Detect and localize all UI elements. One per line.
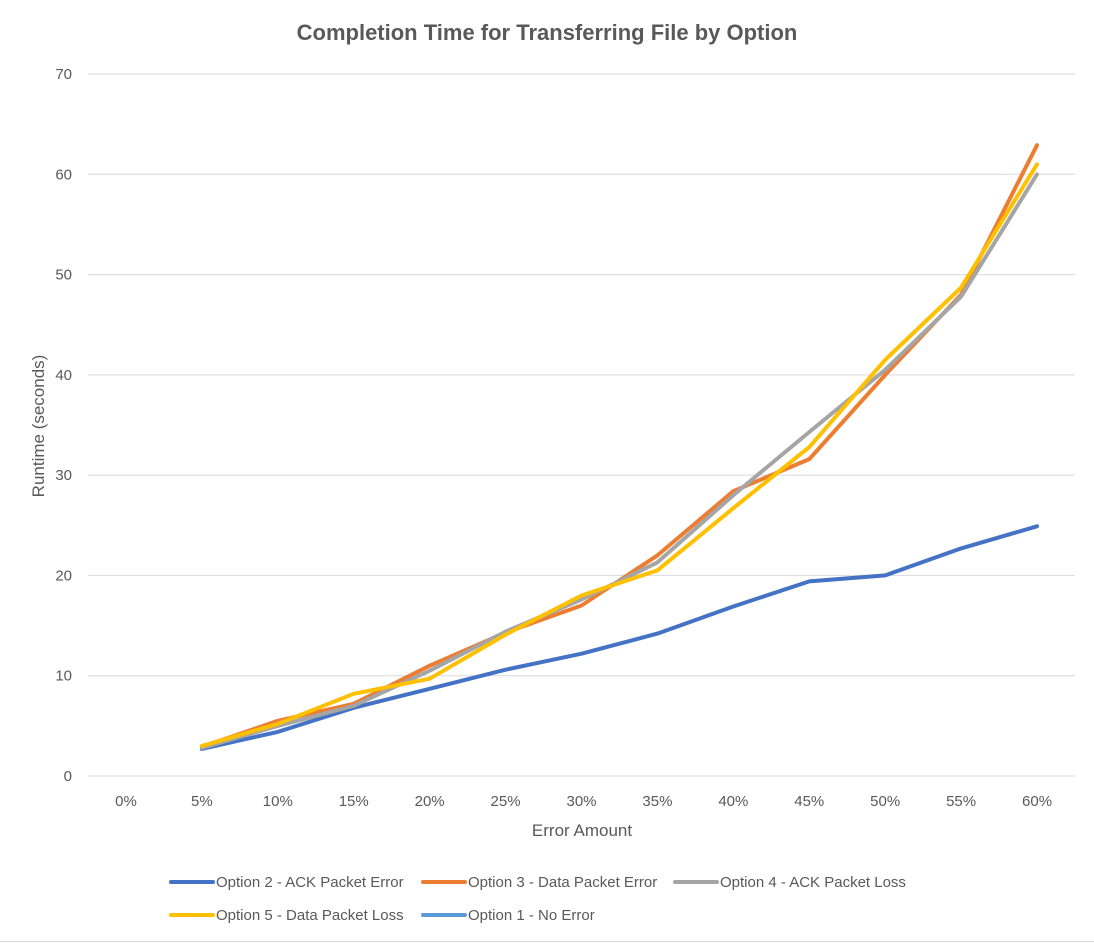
chart-title: Completion Time for Transferring File by…: [297, 20, 798, 45]
series-line-option-1: [199, 524, 1039, 751]
legend-item: Option 2 - ACK Packet Error: [169, 874, 404, 891]
legend-label: Option 1 - No Error: [468, 907, 595, 924]
x-tick-label: 30%: [566, 793, 596, 810]
series-line-option-3: [199, 172, 1039, 750]
bottom-divider: [0, 941, 1094, 942]
x-tick-label: 50%: [870, 793, 900, 810]
x-tick-label: 45%: [794, 793, 824, 810]
series-line-option-4: [199, 162, 1039, 748]
legend-item: Option 1 - No Error: [421, 907, 595, 924]
x-tick-label: 20%: [415, 793, 445, 810]
x-tick-label: 35%: [642, 793, 672, 810]
y-tick-label: 40: [55, 367, 72, 384]
y-tick-label: 60: [55, 166, 72, 183]
x-tick-label: 25%: [491, 793, 521, 810]
y-tick-label: 50: [55, 267, 72, 284]
x-tick-label: 10%: [263, 793, 293, 810]
series-line-option-2: [199, 143, 1039, 749]
y-tick-label: 0: [64, 768, 72, 785]
x-axis-tick-labels: 0% 5% 10% 15% 20% 25% 30% 35% 40% 45% 50% 55% 60%: [115, 793, 1052, 810]
y-tick-label: 10: [55, 668, 72, 685]
series-lines: [199, 143, 1039, 751]
legend-item: Option 4 - ACK Packet Loss: [673, 874, 906, 891]
gridlines: [88, 73, 1075, 777]
y-tick-label: 20: [55, 567, 72, 584]
x-tick-label: 0%: [115, 793, 137, 810]
legend-item: Option 3 - Data Packet Error: [421, 874, 657, 891]
y-tick-label: 70: [55, 66, 72, 83]
x-tick-label: 5%: [191, 793, 213, 810]
legend-label: Option 5 - Data Packet Loss: [216, 907, 404, 924]
legend-label: Option 3 - Data Packet Error: [468, 874, 657, 891]
y-axis-label: Runtime (seconds): [29, 355, 48, 498]
x-axis-label: Error Amount: [532, 821, 632, 840]
legend-label: Option 2 - ACK Packet Error: [216, 874, 404, 891]
x-tick-label: 15%: [339, 793, 369, 810]
x-tick-label: 40%: [718, 793, 748, 810]
legend-item: Option 5 - Data Packet Loss: [169, 907, 404, 924]
legend-label: Option 4 - ACK Packet Loss: [720, 874, 906, 891]
y-tick-label: 30: [55, 467, 72, 484]
y-axis-tick-labels: 0 10 20 30 40 50 60 70: [55, 66, 72, 785]
x-tick-label: 55%: [946, 793, 976, 810]
x-tick-label: 60%: [1022, 793, 1052, 810]
legend: Option 2 - ACK Packet Error Option 3 - Da…: [169, 874, 906, 924]
